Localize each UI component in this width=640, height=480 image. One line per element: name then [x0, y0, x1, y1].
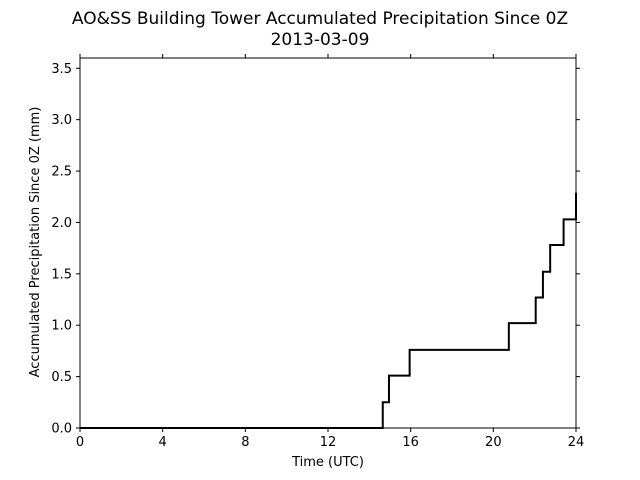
- y-tick-label-7: 3.5: [51, 62, 72, 77]
- y-tick-label-2: 1.0: [51, 319, 72, 334]
- x-tick-label-16: 16: [402, 435, 419, 450]
- plot-area: [79, 57, 577, 429]
- series-line-0: [80, 192, 577, 429]
- y-tick-label-0: 0.0: [51, 422, 72, 437]
- x-tick-label-24: 24: [568, 435, 585, 450]
- x-tick-label-8: 8: [241, 435, 249, 450]
- y-tick-label-6: 3.0: [51, 113, 72, 128]
- y-tick-label-5: 2.5: [51, 165, 72, 180]
- x-tick-label-20: 20: [485, 435, 502, 450]
- y-tick-label-3: 1.5: [51, 267, 72, 282]
- chart-title-line2: 2013-03-09: [271, 30, 370, 50]
- y-tick-label-1: 0.5: [51, 370, 72, 385]
- x-tick-label-12: 12: [320, 435, 337, 450]
- y-tick-label-4: 2.0: [51, 216, 72, 231]
- x-axis-label: Time (UTC): [291, 455, 364, 470]
- plot-frame: [79, 57, 577, 429]
- x-tick-label-4: 4: [159, 435, 167, 450]
- chart-title-line1: AO&SS Building Tower Accumulated Precipi…: [72, 9, 568, 29]
- x-tick-label-0: 0: [76, 435, 84, 450]
- y-axis-label: Accumulated Precipitation Since 0Z (mm): [28, 107, 43, 378]
- axis-ticks: 0 4 8 12 16 20 24 0.0 0.5 1.0 1.5 2.0 2.5 3.0 3.5: [51, 54, 584, 450]
